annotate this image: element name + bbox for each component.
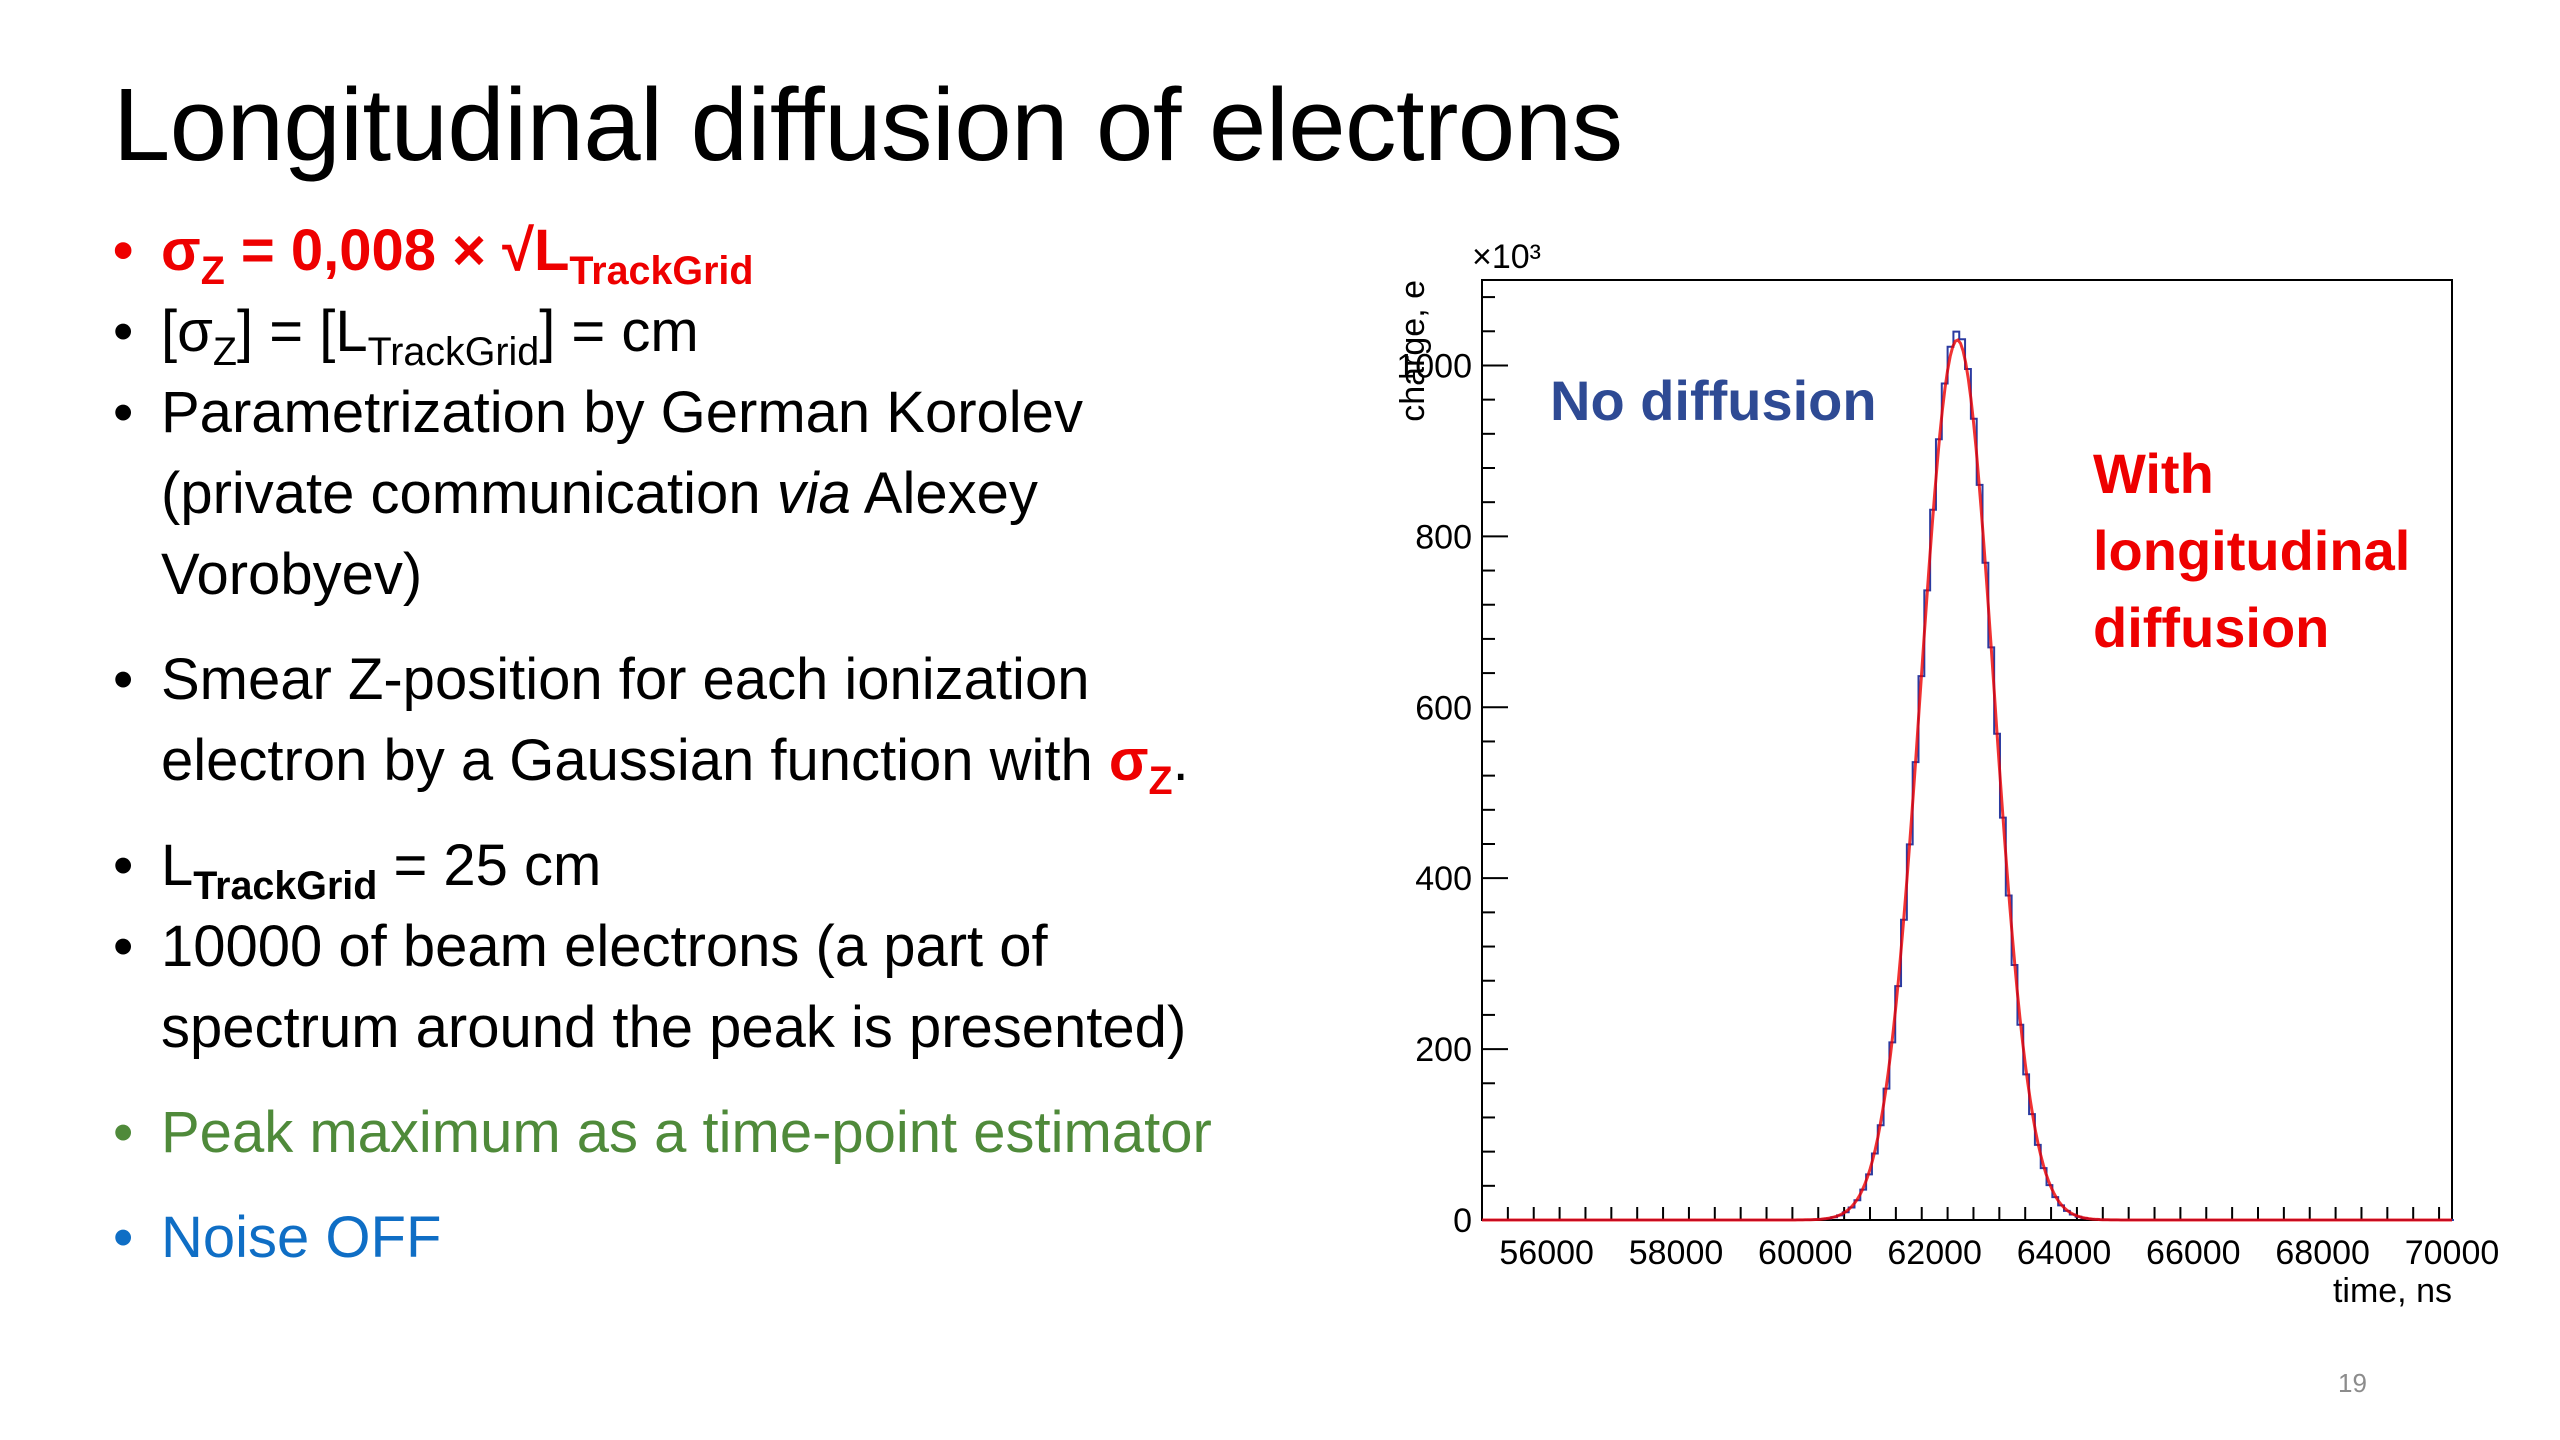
bullet-marker: • — [113, 1100, 134, 1165]
bullet-line: 10000 of beam electrons (a part of — [161, 914, 1048, 979]
slide-title: Longitudinal diffusion of electrons — [113, 67, 1623, 182]
bullet-text: Peak maximum as a time-point estimator — [161, 1100, 1212, 1165]
x-tick-label: 56000 — [1499, 1234, 1594, 1272]
bullet-text: L — [161, 833, 194, 898]
bullet-text: . — [1172, 728, 1189, 793]
bullet-marker: • — [113, 380, 134, 445]
bullet-line: Alexey — [850, 461, 1038, 526]
series-line-with-diffusion — [1482, 338, 2452, 1222]
bullet-line: (private communication — [161, 461, 777, 526]
x-tick-label: 66000 — [2146, 1234, 2241, 1272]
y-multiplier-label: ×10³ — [1472, 238, 1541, 276]
subscript: TrackGrid — [193, 863, 378, 908]
y-tick-label: 400 — [1415, 860, 1472, 898]
charge-vs-time-plot: 56000 58000 60000 62000 64000 66000 68000 70000… — [1394, 238, 2500, 1310]
bullet-line: electron by a Gaussian function with — [161, 728, 1109, 793]
x-tick-label: 58000 — [1629, 1234, 1724, 1272]
annotation-diffusion: diffusion — [2093, 596, 2329, 659]
bullet-smear: • Smear Z-position for each ionization e… — [113, 639, 1433, 801]
bullet-marker: • — [113, 647, 134, 712]
bullet-marker: • — [113, 1205, 134, 1270]
x-tick-label: 60000 — [1758, 1234, 1853, 1272]
bullet-units: • [σZ] = [LTrackGrid] = cm — [113, 291, 1433, 372]
bullet-peak-maximum: • Peak maximum as a time-point estimator — [113, 1092, 1433, 1173]
bullet-marker: • — [113, 833, 134, 898]
bullet-line: Smear Z-position for each ionization — [161, 647, 1090, 712]
bullet-text: σ — [161, 218, 201, 283]
bullet-text: ] = [L — [237, 299, 368, 364]
y-tick-label: 800 — [1415, 518, 1472, 556]
subscript: TrackGrid — [569, 248, 754, 293]
sigma-symbol: σ — [1108, 728, 1149, 793]
y-tick-label: 0 — [1453, 1202, 1472, 1240]
plot-frame — [1481, 279, 2453, 1221]
bullet-sigma-formula: • σZ = 0,008 × √LTrackGrid — [113, 210, 1433, 291]
bullet-text: = 25 cm — [377, 833, 602, 898]
bullet-text: ] = cm — [539, 299, 699, 364]
bullet-line: Parametrization by German Korolev — [161, 380, 1083, 445]
bullet-parametrization: • Parametrization by German Korolev (pri… — [113, 372, 1433, 615]
x-tick-label: 68000 — [2275, 1234, 2370, 1272]
annotation-with: With — [2093, 442, 2214, 505]
subscript: Z — [1148, 758, 1173, 803]
bullet-list: • σZ = 0,008 × √LTrackGrid • [σZ] = [LTr… — [113, 210, 1433, 1278]
bullet-marker: • — [113, 299, 134, 364]
bullet-text: [σ — [161, 299, 213, 364]
bullet-text: = 0,008 × √L — [224, 218, 570, 283]
x-tick-label: 70000 — [2405, 1234, 2500, 1272]
y-tick-label: 200 — [1415, 1031, 1472, 1069]
bullet-text: Noise OFF — [161, 1205, 442, 1270]
page-number: 19 — [2338, 1368, 2367, 1398]
series-line-no-diffusion — [1482, 330, 2454, 1221]
subscript: Z — [212, 329, 238, 374]
subscript: Z — [200, 248, 225, 293]
annotation-no-diffusion: No diffusion — [1550, 369, 1877, 432]
bullet-noise: • Noise OFF — [113, 1197, 1433, 1278]
bullet-line: Vorobyev) — [161, 542, 423, 607]
x-tick-label: 64000 — [2017, 1234, 2112, 1272]
bullet-beam-electrons: • 10000 of beam electrons (a part of spe… — [113, 906, 1433, 1068]
x-axis-label: time, ns — [2333, 1272, 2452, 1310]
y-tick-label: 1000 — [1396, 347, 1472, 385]
annotation-longitudinal: longitudinal — [2093, 519, 2410, 582]
x-tick-label: 62000 — [1887, 1234, 1982, 1272]
y-axis-label: charge, e — [1394, 280, 1432, 422]
bullet-italic: via — [776, 461, 851, 526]
bullet-length: • LTrackGrid = 25 cm — [113, 825, 1433, 906]
bullet-marker: • — [113, 914, 134, 979]
bullet-marker: • — [113, 218, 134, 283]
bullet-line: spectrum around the peak is presented) — [161, 995, 1187, 1060]
subscript: TrackGrid — [367, 329, 540, 374]
y-tick-label: 600 — [1415, 689, 1472, 727]
